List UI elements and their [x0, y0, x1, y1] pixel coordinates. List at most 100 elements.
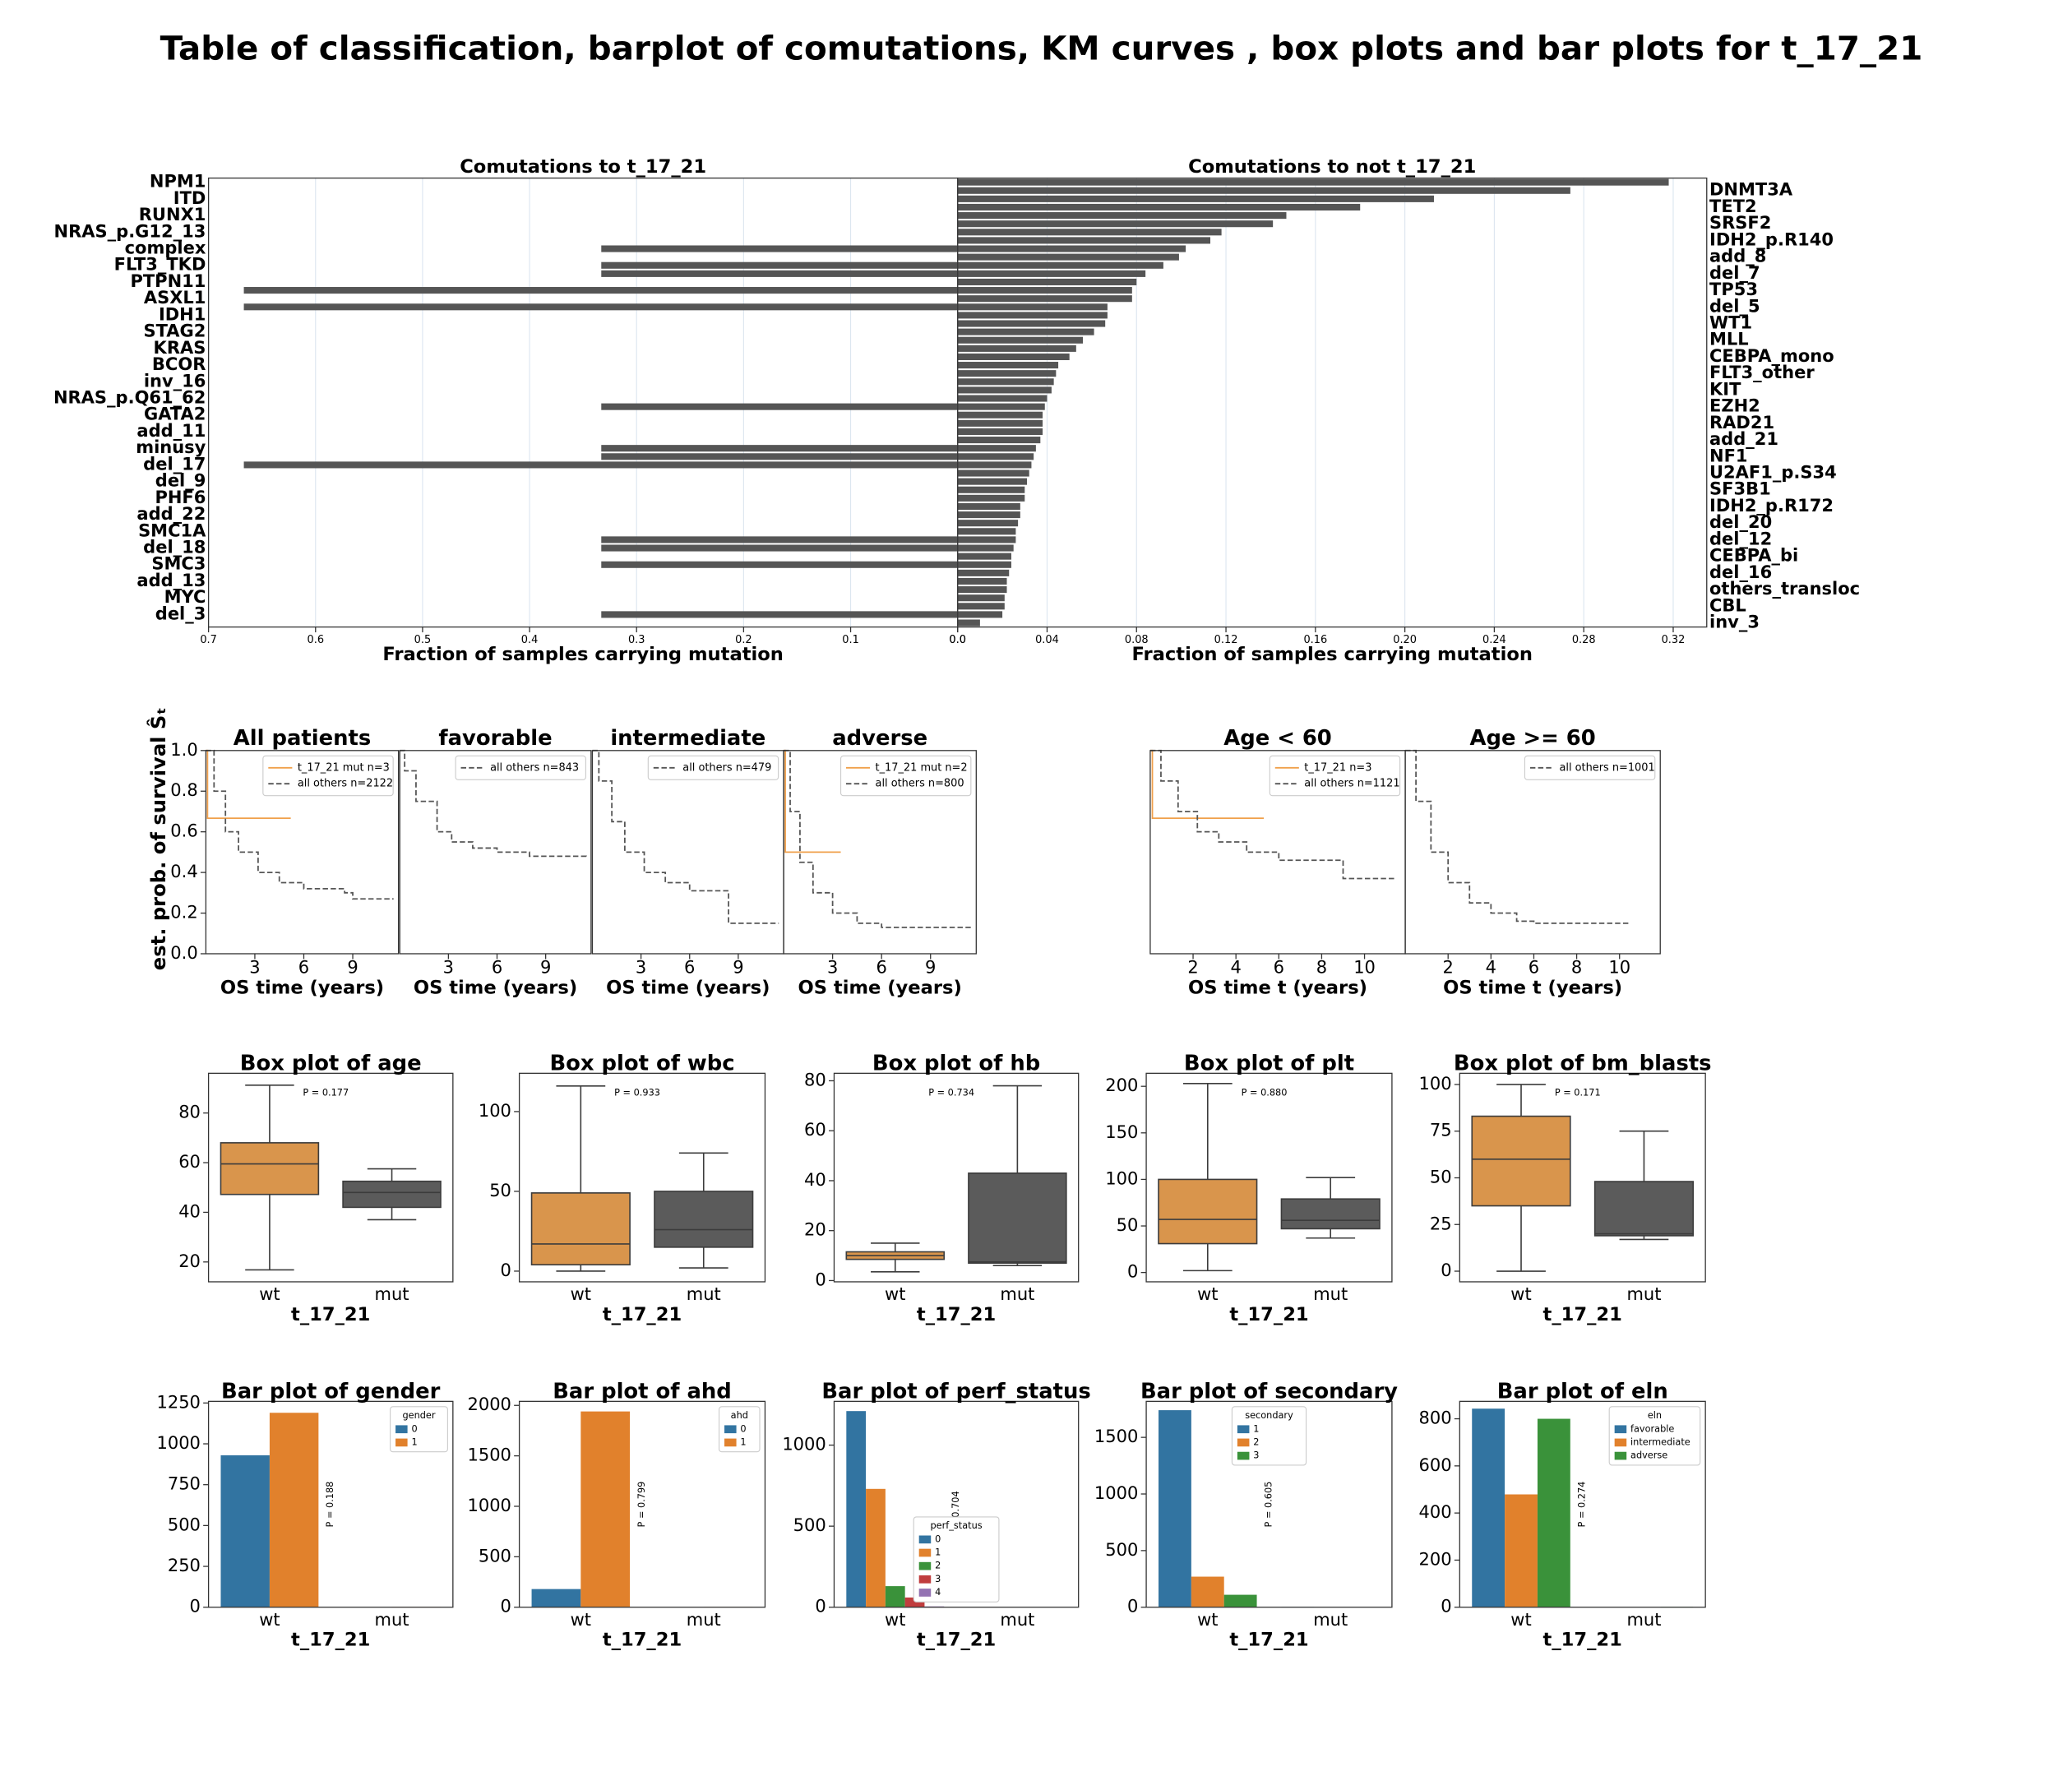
y-tick-label: del_18 — [143, 538, 206, 557]
x-tick-label: 6 — [1274, 958, 1284, 978]
bar — [957, 395, 1048, 402]
bar — [957, 328, 1094, 335]
legend-box — [913, 1516, 1000, 1603]
y-tick-label: 150 — [1105, 1122, 1138, 1142]
y-tick-label: TET2 — [1709, 197, 1757, 216]
legend-label: 4 — [935, 1587, 941, 1598]
legend-label: 0 — [411, 1423, 417, 1434]
x-axis-label: t_17_21 — [1229, 1304, 1308, 1325]
x-tick-label: 0.4 — [521, 634, 539, 646]
legend-label: intermediate — [1630, 1436, 1690, 1447]
y-tick-label: 0 — [1127, 1262, 1138, 1282]
x-axis-label: Fraction of samples carrying mutation — [1131, 644, 1532, 665]
panel-title: Comutations to not t_17_21 — [1188, 156, 1476, 178]
bar — [957, 195, 1434, 202]
bar — [957, 237, 1211, 244]
bar — [1537, 1418, 1570, 1607]
x-tick-label: mut — [687, 1284, 721, 1304]
y-tick-label: 80 — [804, 1070, 826, 1089]
y-tick-label: 0 — [501, 1597, 511, 1616]
legend-swatch — [1614, 1451, 1627, 1460]
x-tick-label: 0.0 — [949, 634, 966, 646]
x-tick-label: mut — [1313, 1284, 1348, 1304]
y-tick-label: FLT3_TKD — [114, 255, 206, 275]
y-tick-label: MYC — [164, 587, 206, 607]
x-tick-label: 0.24 — [1482, 634, 1506, 646]
bar — [957, 511, 1020, 519]
legend-label: 1 — [1253, 1423, 1259, 1434]
axes-frame — [1404, 750, 1661, 955]
bar — [601, 261, 958, 269]
y-tick-label: NF1 — [1709, 446, 1748, 465]
axes-frame — [205, 750, 400, 955]
y-tick-label: 200 — [1419, 1549, 1452, 1569]
axes-frame — [1145, 1400, 1393, 1608]
y-tick-label: 0 — [190, 1597, 201, 1616]
x-tick-label: 0.7 — [200, 634, 217, 646]
legend-box — [262, 755, 394, 797]
x-tick-label: wt — [571, 1284, 591, 1304]
axes-frame — [207, 1400, 454, 1608]
y-tick-label: GATA2 — [144, 405, 206, 424]
bar — [957, 586, 1007, 594]
y-tick-label: BCOR — [152, 354, 206, 374]
x-tick-label: mut — [1000, 1610, 1034, 1630]
panel-title: Bar plot of secondary — [1140, 1380, 1398, 1404]
bar — [601, 453, 958, 460]
y-tick-label: 75 — [1430, 1121, 1452, 1140]
bar — [957, 502, 1020, 511]
bar — [957, 295, 1132, 303]
x-tick-label: 9 — [733, 958, 743, 978]
y-tick-label: NPM1 — [150, 172, 206, 192]
km-curve — [1405, 749, 1630, 924]
y-tick-label: RUNX1 — [139, 205, 206, 224]
y-tick-label: 100 — [1105, 1168, 1138, 1188]
y-tick-label: TP53 — [1709, 280, 1758, 299]
y-tick-label: PHF6 — [155, 488, 206, 507]
y-tick-label: MLL — [1709, 330, 1749, 349]
x-tick-label: mut — [687, 1610, 721, 1630]
x-tick-label: mut — [1313, 1610, 1348, 1630]
bar — [601, 544, 958, 552]
y-tick-label: 100 — [479, 1101, 511, 1121]
y-tick-label: 0.6 — [170, 821, 197, 841]
panel-title: Box plot of bm_blasts — [1454, 1052, 1712, 1076]
axes-frame — [833, 1072, 1080, 1283]
y-tick-label: CEBPA_mono — [1709, 346, 1834, 366]
y-tick-label: 100 — [1419, 1074, 1452, 1094]
y-tick-label: WT1 — [1709, 313, 1752, 333]
figure-title: Table of classification, barplot of comu… — [160, 29, 1923, 67]
y-tick-label: 0 — [501, 1260, 511, 1280]
x-tick-label: 10 — [1353, 958, 1376, 978]
y-tick-label: FLT3_other — [1709, 363, 1815, 382]
y-tick-label: 50 — [1117, 1215, 1139, 1235]
x-tick-label: mut — [1626, 1610, 1661, 1630]
bar — [957, 320, 1106, 327]
bar — [957, 303, 1108, 311]
p-value: P = 0.188 — [325, 1482, 335, 1528]
bar — [243, 303, 958, 311]
x-tick-label: 9 — [347, 958, 358, 978]
bar — [601, 403, 958, 410]
y-tick-label: RAD21 — [1709, 413, 1774, 432]
panel-title: Box plot of hb — [872, 1052, 1040, 1076]
y-tick-label: 50 — [1430, 1167, 1452, 1186]
legend-label: all others n=479 — [682, 761, 771, 774]
panel-title: Bar plot of gender — [221, 1380, 441, 1404]
y-tick-label: 1500 — [467, 1445, 511, 1465]
bar — [957, 536, 1016, 543]
y-tick-label: 1000 — [782, 1435, 826, 1455]
legend-label: 1 — [411, 1436, 417, 1447]
y-tick-label: add_8 — [1709, 247, 1766, 266]
bar — [1472, 1408, 1505, 1607]
legend-label: t_17_21 mut n=2 — [876, 761, 968, 774]
bar — [957, 619, 980, 627]
y-tick-label: NRAS_p.Q61_62 — [53, 388, 206, 408]
whisker-high — [678, 1152, 728, 1191]
bar — [957, 520, 1019, 527]
bar — [957, 478, 1028, 485]
y-tick-label: 500 — [168, 1515, 201, 1534]
x-axis-label: OS time (years) — [414, 977, 577, 998]
x-tick-label: 6 — [1529, 958, 1539, 978]
